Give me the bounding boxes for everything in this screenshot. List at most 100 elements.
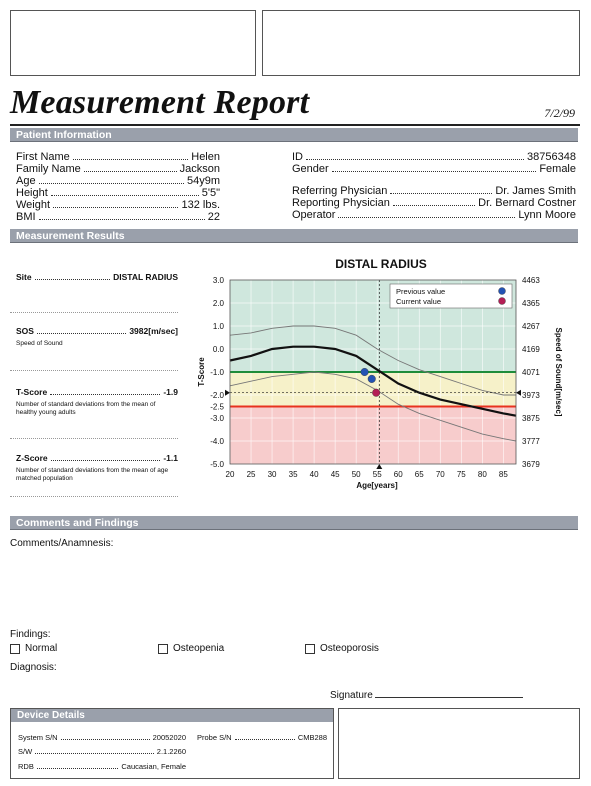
- field-value: 54y9m: [186, 175, 220, 187]
- y2-tick-label: 3679: [522, 460, 540, 469]
- x-tick-label: 30: [268, 470, 277, 479]
- report-title: Measurement Report: [10, 84, 310, 121]
- tscore-value: -1.9: [163, 387, 178, 397]
- rdb-label: RDB: [18, 762, 34, 771]
- checkbox-label: Normal: [25, 643, 58, 654]
- checkbox-box[interactable]: [10, 643, 20, 654]
- signature-line[interactable]: [374, 687, 523, 698]
- patient-row-spacer: [292, 175, 576, 185]
- checkbox-box[interactable]: [158, 643, 168, 654]
- series-line-mean: [229, 345, 517, 417]
- zscore-label: Z-Score: [16, 453, 48, 463]
- signature-label: Signature: [330, 690, 373, 701]
- x-tick-label: 40: [310, 470, 319, 479]
- tscore-description: Number of standard deviations from the m…: [16, 401, 156, 416]
- y-tick-label: -2.0: [210, 391, 224, 400]
- checkbox-box[interactable]: [305, 643, 315, 654]
- findings-label: Findings:: [10, 629, 51, 640]
- patient-row: BMI 22: [16, 211, 220, 223]
- patient-row: First Name Helen: [16, 151, 220, 163]
- field-label: Gender: [292, 163, 329, 175]
- sw-row: S/W 2.1.2260: [18, 747, 186, 756]
- y2-tick-label: 4463: [522, 276, 540, 285]
- system-sn-value: 20052020: [152, 733, 186, 742]
- site-label: Site: [16, 272, 32, 282]
- x-tick-label: 70: [436, 470, 445, 479]
- field-label: Weight: [16, 199, 51, 211]
- zscore-value: -1.1: [163, 453, 178, 463]
- site-value: DISTAL RADIUS: [113, 272, 178, 282]
- y2-tick-label: 4169: [522, 345, 540, 354]
- checkbox-label: Osteopenia: [173, 643, 225, 654]
- field-value: 132 lbs.: [181, 199, 220, 211]
- stamp-box: [338, 708, 580, 779]
- field-value: Lynn Moore: [518, 209, 576, 221]
- patient-row: ID 38756348: [292, 151, 576, 163]
- zscore-description: Number of standard deviations from the m…: [16, 467, 169, 482]
- probe-sn-row: Probe S/N CMB288: [197, 733, 327, 742]
- patient-row: Reporting Physician Dr. Bernard Costner: [292, 197, 576, 209]
- x-tick-label: 60: [394, 470, 403, 479]
- rdb-value: Caucasian, Female: [121, 762, 186, 771]
- results-stats: Site DISTAL RADIUS SOS 3982[m/sec] Speed o…: [16, 266, 178, 496]
- y-tick-label: 2.0: [213, 299, 225, 308]
- field-label: Height: [16, 187, 48, 199]
- y2-axis-label: Speed of Sound[m/sec]: [554, 328, 563, 417]
- patient-row: Operator Lynn Moore: [292, 209, 576, 221]
- rdb-row: RDB Caucasian, Female: [18, 762, 186, 771]
- zone-band: [230, 406, 516, 464]
- y2-tick-label: 4365: [522, 299, 540, 308]
- field-label: BMI: [16, 211, 36, 223]
- field-value: Female: [539, 163, 576, 175]
- osteopenia-checkbox[interactable]: Osteopenia: [158, 643, 224, 654]
- field-value: 38756348: [527, 151, 576, 163]
- age-marker-arrow: [376, 464, 383, 469]
- chart-title: DISTAL RADIUS: [335, 257, 427, 271]
- patient-info-right: ID 38756348 Gender Female Referring Physic…: [292, 151, 576, 221]
- stat-divider: [10, 438, 178, 439]
- y-tick-label: -2.5: [210, 403, 224, 412]
- y2-tick-label: 4071: [522, 368, 540, 377]
- legend-swatch: [498, 297, 506, 305]
- y2-tick-label: 3973: [522, 391, 540, 400]
- field-value: Dr. Bernard Costner: [478, 197, 576, 209]
- osteoporosis-checkbox[interactable]: Osteoporosis: [305, 643, 379, 654]
- site-stat: Site DISTAL RADIUS: [16, 272, 178, 282]
- data-point-current-value: [372, 388, 381, 397]
- header-box-left: [10, 10, 256, 76]
- field-value: Helen: [191, 151, 220, 163]
- x-tick-label: 85: [499, 470, 508, 479]
- probe-sn-value: CMB288: [297, 733, 327, 742]
- field-label: ID: [292, 151, 303, 163]
- x-tick-label: 20: [226, 470, 235, 479]
- y-axis-label: T-Score: [197, 357, 206, 387]
- x-tick-label: 35: [289, 470, 298, 479]
- signature-field[interactable]: Signature: [330, 687, 523, 701]
- field-label: Operator: [292, 209, 336, 221]
- series-line-upper: [229, 325, 516, 396]
- anamnesis-label: Comments/Anamnesis:: [10, 538, 114, 549]
- sos-label: SOS: [16, 326, 34, 336]
- section-comments-findings: Comments and Findings: [10, 516, 578, 530]
- y2-tick-label: 3875: [522, 414, 540, 423]
- sos-stat: SOS 3982[m/sec] Speed of Sound: [16, 326, 178, 348]
- field-value: 5'5": [201, 187, 220, 199]
- stat-divider: [10, 370, 178, 371]
- normal-checkbox[interactable]: Normal: [10, 643, 57, 654]
- patient-row: Height 5'5": [16, 187, 220, 199]
- section-patient-information: Patient Information: [10, 128, 578, 142]
- legend-swatch: [498, 287, 506, 295]
- tscore-stat: T-Score -1.9 Number of standard deviation…: [16, 387, 178, 417]
- field-label: Age: [16, 175, 36, 187]
- data-point-previous-value: [360, 367, 369, 376]
- y-tick-label: -1.0: [210, 368, 224, 377]
- x-tick-label: 50: [352, 470, 361, 479]
- sos-description: Speed of Sound: [16, 340, 63, 347]
- sos-value: 3982[m/sec]: [129, 326, 178, 336]
- y-tick-label: -3.0: [210, 414, 224, 423]
- tscore-marker-arrow-left: [225, 389, 230, 396]
- patient-row: Gender Female: [292, 163, 576, 175]
- diagnosis-label: Diagnosis:: [10, 662, 57, 673]
- y-tick-label: 0.0: [213, 345, 225, 354]
